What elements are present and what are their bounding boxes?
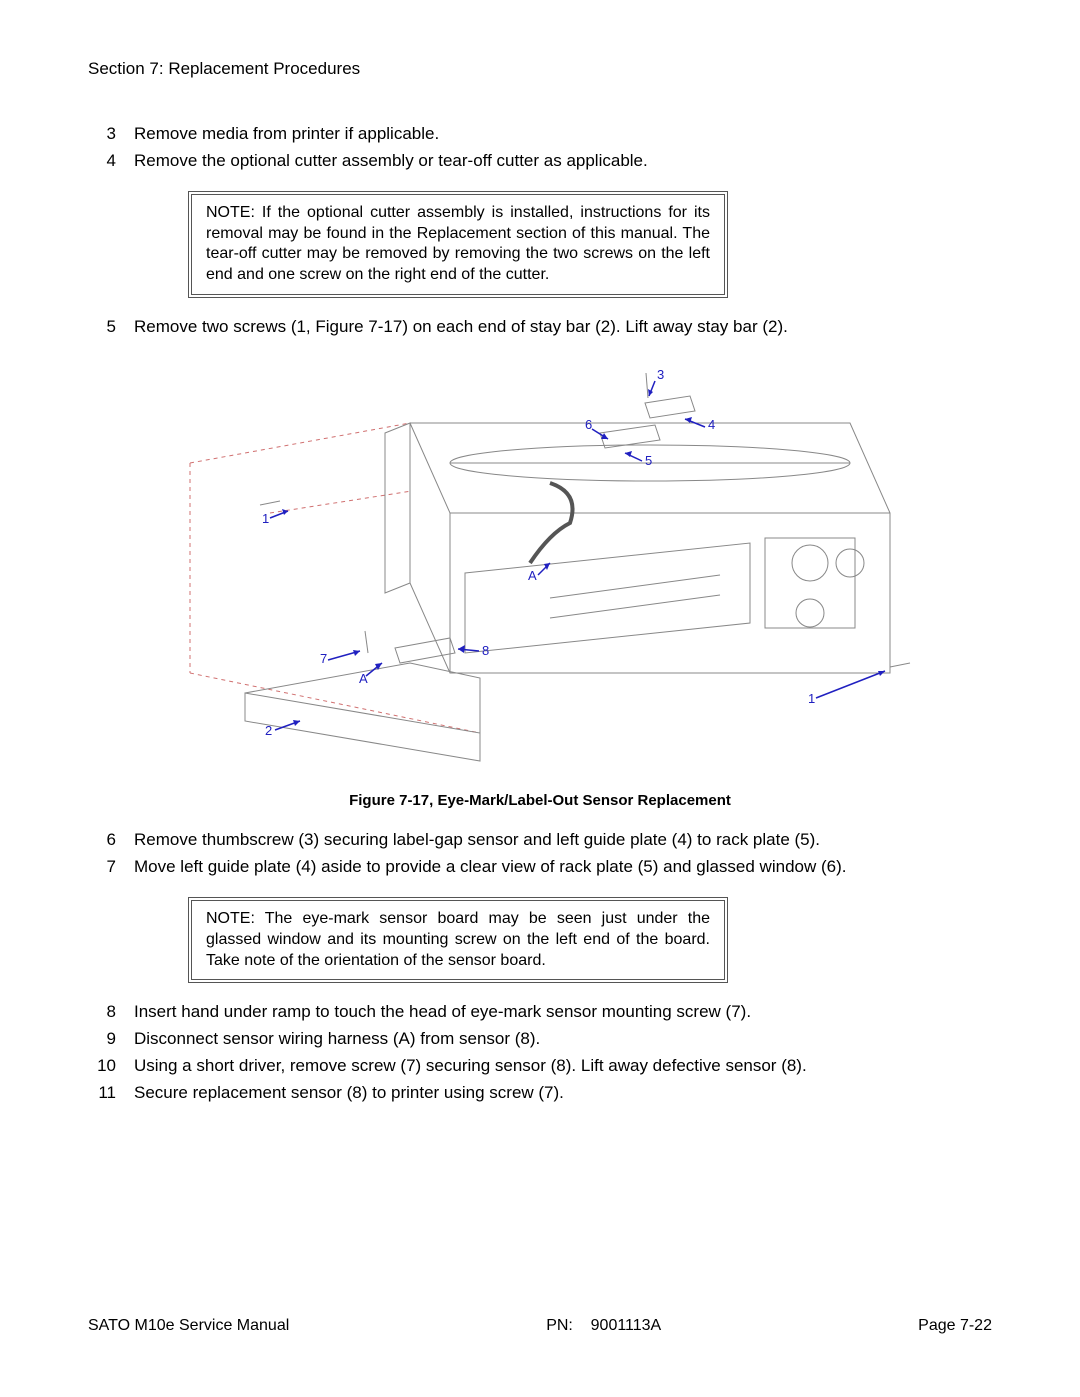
svg-text:1: 1 — [808, 691, 815, 706]
step-num: 5 — [88, 316, 116, 339]
step-text: Remove the optional cutter assembly or t… — [134, 150, 992, 173]
step-4: 4 Remove the optional cutter assembly or… — [88, 150, 992, 173]
svg-text:5: 5 — [645, 453, 652, 468]
step-num: 8 — [88, 1001, 116, 1024]
footer-center: PN: 9001113A — [546, 1315, 661, 1337]
figure-7-17: 1 2 3 4 5 6 A 7 A 8 1 — [150, 363, 930, 773]
svg-text:7: 7 — [320, 651, 327, 666]
step-num: 6 — [88, 829, 116, 852]
step-6: 6 Remove thumbscrew (3) securing label-g… — [88, 829, 992, 852]
step-3: 3 Remove media from printer if applicabl… — [88, 123, 992, 146]
figure-caption: Figure 7-17, Eye-Mark/Label-Out Sensor R… — [88, 791, 992, 811]
step-text: Move left guide plate (4) aside to provi… — [134, 856, 992, 879]
step-text: Using a short driver, remove screw (7) s… — [134, 1055, 992, 1078]
step-7: 7 Move left guide plate (4) aside to pro… — [88, 856, 992, 879]
step-8: 8 Insert hand under ramp to touch the he… — [88, 1001, 992, 1024]
step-num: 3 — [88, 123, 116, 146]
svg-text:2: 2 — [265, 723, 272, 738]
step-text: Secure replacement sensor (8) to printer… — [134, 1082, 992, 1105]
step-num: 9 — [88, 1028, 116, 1051]
step-text: Remove media from printer if applicable. — [134, 123, 992, 146]
footer-pn-label: PN: — [546, 1317, 573, 1334]
svg-text:3: 3 — [657, 367, 664, 382]
svg-text:A: A — [359, 671, 368, 686]
note-2-wrap: NOTE: The eye-mark sensor board may be s… — [188, 897, 992, 983]
section-header: Section 7: Replacement Procedures — [88, 58, 992, 81]
step-num: 11 — [88, 1082, 116, 1105]
note-box: NOTE: The eye-mark sensor board may be s… — [188, 897, 728, 983]
note-box: NOTE: If the optional cutter assembly is… — [188, 191, 728, 298]
svg-text:4: 4 — [708, 417, 715, 432]
page-footer: SATO M10e Service Manual PN: 9001113A Pa… — [88, 1315, 992, 1337]
step-num: 4 — [88, 150, 116, 173]
step-10: 10 Using a short driver, remove screw (7… — [88, 1055, 992, 1078]
step-9: 9 Disconnect sensor wiring harness (A) f… — [88, 1028, 992, 1051]
svg-text:1: 1 — [262, 511, 269, 526]
step-5: 5 Remove two screws (1, Figure 7-17) on … — [88, 316, 992, 339]
svg-text:A: A — [528, 568, 537, 583]
step-text: Disconnect sensor wiring harness (A) fro… — [134, 1028, 992, 1051]
svg-text:8: 8 — [482, 643, 489, 658]
step-11: 11 Secure replacement sensor (8) to prin… — [88, 1082, 992, 1105]
note-1-wrap: NOTE: If the optional cutter assembly is… — [188, 191, 992, 298]
step-text: Remove thumbscrew (3) securing label-gap… — [134, 829, 992, 852]
footer-pn-value: 9001113A — [591, 1317, 662, 1334]
step-num: 7 — [88, 856, 116, 879]
step-num: 10 — [88, 1055, 116, 1078]
svg-text:6: 6 — [585, 417, 592, 432]
step-text: Insert hand under ramp to touch the head… — [134, 1001, 992, 1024]
footer-left: SATO M10e Service Manual — [88, 1315, 289, 1337]
step-text: Remove two screws (1, Figure 7-17) on ea… — [134, 316, 992, 339]
footer-right: Page 7-22 — [918, 1315, 992, 1337]
